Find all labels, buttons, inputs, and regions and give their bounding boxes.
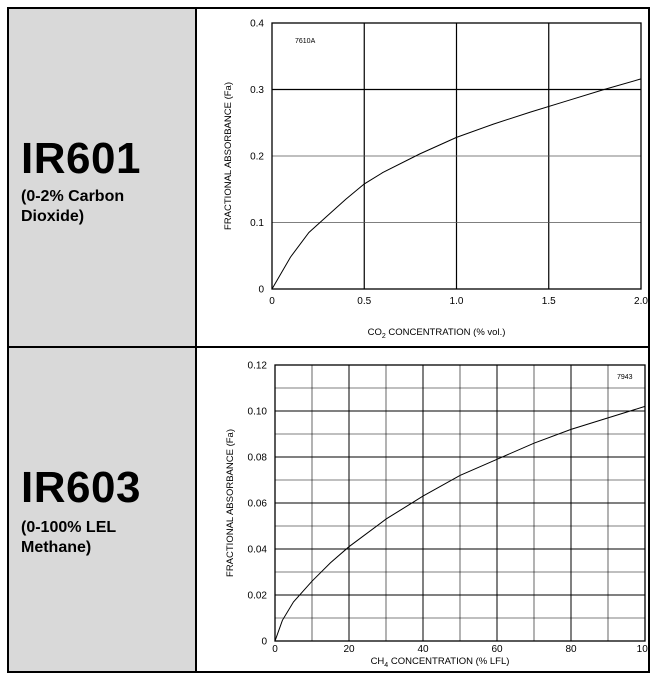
description-line: (0-100% LEL bbox=[21, 519, 117, 536]
chart-cell: 0 0.5 1.0 1.5 2.0 0 0.1 0.2 0.3 0.4 FRACTIONAL ABS… bbox=[197, 9, 648, 346]
model-name: IR601 bbox=[21, 134, 141, 183]
table-row-ir603: IR603 (0-100% LEL Methane) 0 20 40 60 80 10 0 0… bbox=[9, 348, 654, 671]
y-tick-label: 0.08 bbox=[248, 453, 268, 464]
x-tick-label: 20 bbox=[343, 644, 355, 655]
x-tick-label: 0 bbox=[269, 296, 275, 307]
absorbance-curve bbox=[271, 78, 642, 290]
description-line: Methane) bbox=[21, 539, 92, 556]
y-tick-label: 0.02 bbox=[248, 591, 268, 602]
x-tick-label: 40 bbox=[417, 644, 429, 655]
plot-frame bbox=[271, 22, 642, 290]
figure-id: 7943 bbox=[617, 374, 633, 381]
plot-frame bbox=[274, 364, 646, 642]
ch4-absorbance-chart: 0 20 40 60 80 100 0 0.02 0.04 0.06 0.08 0.10 0.12 FRA… bbox=[225, 361, 654, 670]
x-tick-label: 100 bbox=[637, 644, 648, 655]
x-tick-label: 2.0 bbox=[634, 296, 648, 307]
description-line: (0-2% Carbon bbox=[21, 188, 125, 205]
x-tick-label: 0.5 bbox=[357, 296, 371, 307]
y-tick-label: 0.04 bbox=[248, 545, 268, 556]
x-tick-label: 1.0 bbox=[450, 296, 464, 307]
y-tick-label: 0.4 bbox=[250, 19, 264, 30]
co2-absorbance-chart: 0 0.5 1.0 1.5 2.0 0 0.1 0.2 0.3 0.4 FRACTIONAL ABS… bbox=[223, 19, 648, 341]
chart-cell: 0 20 40 60 80 100 0 0.02 0.04 0.06 0.08 0.10 0.12 FRA… bbox=[197, 348, 654, 671]
model-description: (0-100% LEL Methane) bbox=[21, 518, 191, 558]
y-tick-label: 0.12 bbox=[248, 361, 268, 372]
x-tick-label: 80 bbox=[565, 644, 577, 655]
x-axis-label: CH4 CONCENTRATION (% LFL) bbox=[371, 656, 510, 669]
product-label-cell: IR603 (0-100% LEL Methane) bbox=[9, 348, 197, 671]
x-tick-label: 0 bbox=[272, 644, 278, 655]
figure-id: 7610A bbox=[295, 38, 316, 45]
y-tick-label: 0.3 bbox=[250, 85, 264, 96]
table-row-ir601: IR601 (0-2% Carbon Dioxide) 0 0.5 1.0 1.5 2.… bbox=[9, 9, 648, 348]
absorbance-curve bbox=[274, 405, 646, 642]
y-tick-label: 0 bbox=[261, 637, 267, 648]
y-axis-label: FRACTIONAL ABSORBANCE (Fa) bbox=[223, 82, 234, 230]
y-tick-label: 0.2 bbox=[250, 152, 264, 163]
y-tick-label: 0.1 bbox=[250, 218, 264, 229]
y-tick-label: 0.10 bbox=[248, 407, 268, 418]
x-tick-label: 60 bbox=[491, 644, 503, 655]
x-axis-label: CO2 CONCENTRATION (% vol.) bbox=[368, 327, 506, 340]
description-line: Dioxide) bbox=[21, 208, 85, 225]
product-table: IR601 (0-2% Carbon Dioxide) 0 0.5 1.0 1.5 2.… bbox=[7, 7, 654, 673]
y-tick-label: 0.06 bbox=[248, 499, 268, 510]
x-tick-label: 1.5 bbox=[542, 296, 556, 307]
model-name: IR603 bbox=[21, 463, 141, 512]
y-tick-label: 0 bbox=[258, 285, 264, 296]
product-label-cell: IR601 (0-2% Carbon Dioxide) bbox=[9, 9, 197, 346]
y-axis-label: FRACTIONAL ABSORBANCE (Fa) bbox=[225, 429, 236, 577]
model-description: (0-2% Carbon Dioxide) bbox=[21, 187, 191, 227]
